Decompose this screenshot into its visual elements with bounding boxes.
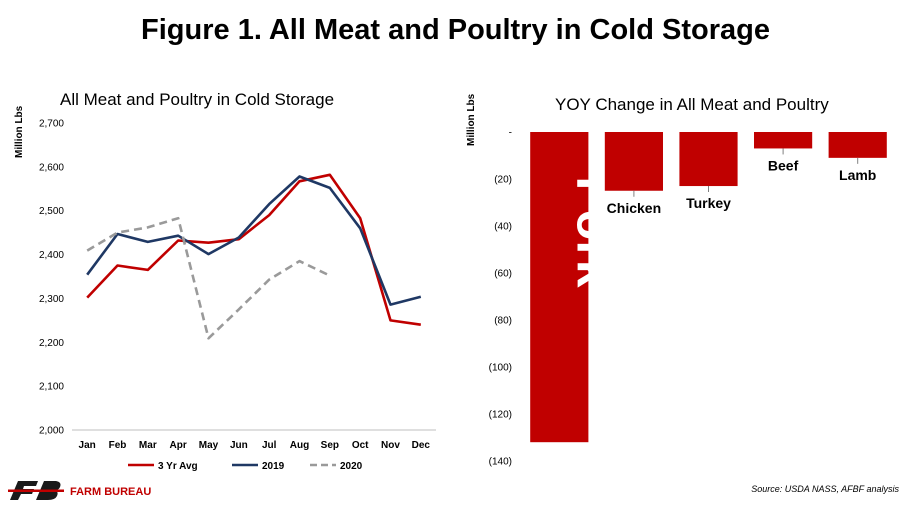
x-tick-label: Sep [321, 440, 339, 451]
bar-label-pork: Pork [566, 176, 622, 287]
bar-lamb [828, 132, 887, 158]
x-tick-label: Oct [352, 440, 369, 451]
x-tick-label: Feb [109, 440, 127, 451]
legend-label: 3 Yr Avg [158, 461, 198, 472]
y-tick-label: (80) [494, 316, 512, 327]
y-tick-label: 2,700 [39, 119, 64, 130]
series-line-2019 [86, 175, 422, 306]
x-tick-label: Jun [230, 440, 248, 451]
x-tick-label: Nov [381, 440, 400, 451]
legend-item: 3 Yr Avg [128, 461, 198, 472]
bar-chart: - (20) (40) (60) (80) (100) (120) (140) PorkChic… [489, 128, 887, 468]
source-note: Source: USDA NASS, AFBF analysis [751, 484, 899, 494]
x-tick-label: Mar [139, 440, 157, 451]
bar-label-turkey: Turkey [686, 195, 731, 211]
bar-beef [754, 132, 813, 149]
y-tick-label: (140) [489, 457, 512, 468]
line-chart-title: All Meat and Poultry in Cold Storage [60, 90, 335, 109]
y-tick-label: (40) [494, 222, 512, 233]
bar-label-lamb: Lamb [839, 167, 876, 183]
y-tick-label: 2,500 [39, 206, 64, 217]
y-tick-label: 2,100 [39, 382, 64, 393]
line-chart: 2,000 2,100 2,200 2,300 2,400 2,500 2,600 2,700… [39, 119, 436, 472]
legend-item: 2020 [310, 461, 363, 472]
y-tick-label: - [509, 128, 512, 139]
y-tick-label: (20) [494, 175, 512, 186]
y-tick-label: (120) [489, 410, 512, 421]
farm-bureau-emblem-icon [8, 481, 64, 500]
y-tick-label: (100) [489, 363, 512, 374]
farm-bureau-logo-text: FARM BUREAU [70, 486, 151, 498]
x-tick-label: May [199, 440, 219, 451]
y-tick-label: 2,000 [39, 426, 64, 437]
bar-chicken [604, 132, 663, 191]
y-tick-label: 2,200 [39, 338, 64, 349]
bar-turkey [679, 132, 738, 187]
x-tick-label: Jul [262, 440, 277, 451]
farm-bureau-logo: FARM BUREAU [8, 478, 158, 502]
bar-label-beef: Beef [768, 157, 799, 173]
bar-chart-title: YOY Change in All Meat and Poultry [555, 95, 829, 114]
y-tick-label: (60) [494, 269, 512, 280]
legend-item: 2019 [232, 461, 285, 472]
legend-label: 2019 [262, 461, 285, 472]
legend-label: 2020 [340, 461, 363, 472]
y-tick-label: 2,400 [39, 250, 64, 261]
y-tick-label: 2,300 [39, 294, 64, 305]
x-tick-label: Aug [290, 440, 309, 451]
bar-pork [530, 132, 589, 443]
series-line-3-yr-avg [86, 173, 421, 326]
bar-label-chicken: Chicken [607, 200, 661, 216]
x-tick-label: Apr [170, 440, 187, 451]
y-tick-label: 2,600 [39, 162, 64, 173]
series-line-2020 [86, 216, 331, 340]
figure-title: Figure 1. All Meat and Poultry in Cold S… [141, 14, 770, 46]
x-tick-label: Jan [79, 440, 96, 451]
x-tick-label: Dec [412, 440, 431, 451]
